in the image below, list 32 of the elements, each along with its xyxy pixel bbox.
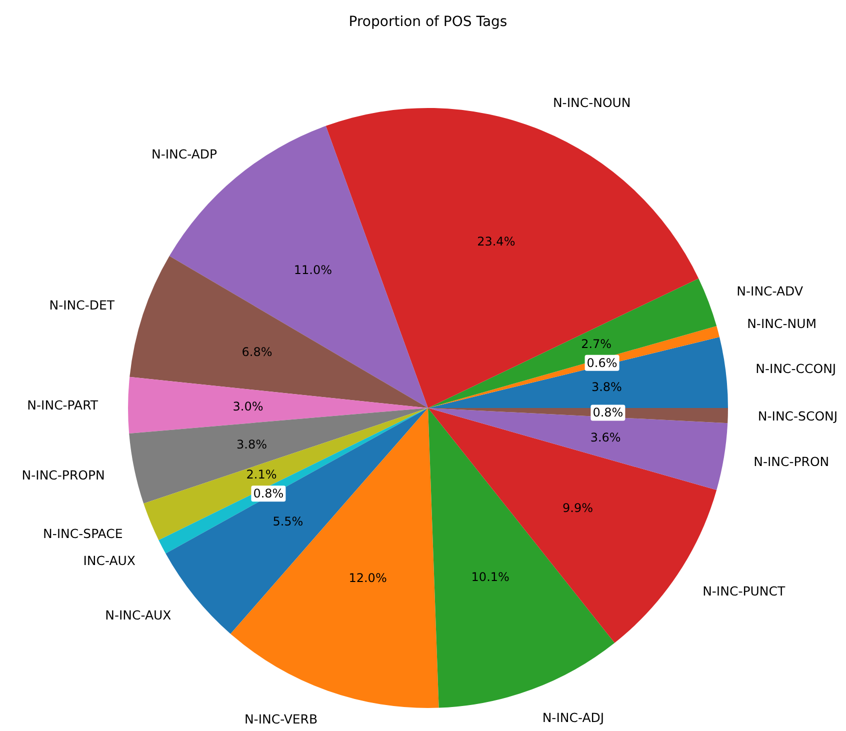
- data-label: 6.8%: [242, 344, 272, 359]
- slice-label: N-INC-NUM: [747, 316, 817, 332]
- data-label: 3.8%: [591, 380, 622, 394]
- data-label: 9.9%: [562, 501, 594, 516]
- slice-label: INC-AUX: [83, 553, 136, 568]
- data-label: 3.6%: [590, 430, 621, 445]
- data-label: 5.5%: [272, 514, 304, 528]
- slice-label: N-INC-VERB: [244, 711, 318, 726]
- data-label: 3.8%: [236, 438, 267, 452]
- pie-slice: [428, 408, 728, 490]
- data-label: 23.4%: [477, 234, 516, 249]
- data-label: 12.0%: [348, 570, 387, 585]
- slice-label: N-INC-NOUN: [552, 94, 631, 110]
- slice-label: N-INC-PUNCT: [702, 583, 786, 598]
- slice-label: N-INC-PROPN: [22, 467, 105, 482]
- slice-label: N-INC-CCONJ: [756, 361, 836, 376]
- chart-title: Proportion of POS Tags: [348, 14, 508, 30]
- slice-label: N-INC-ADJ: [542, 710, 604, 725]
- slice-label: N-INC-SCONJ: [758, 408, 838, 424]
- data-label: 2.1%: [246, 468, 277, 482]
- slice-label: N-INC-PRON: [754, 454, 830, 470]
- slice-label: N-INC-ADP: [151, 146, 218, 162]
- slice-label: N-INC-DET: [49, 297, 115, 312]
- data-label: 2.7%: [581, 336, 612, 351]
- data-label: 11.0%: [294, 262, 332, 277]
- data-label: 3.0%: [232, 400, 264, 414]
- pie-slice: [128, 376, 428, 434]
- slice-label: N-INC-SPACE: [42, 526, 123, 541]
- slice-label: N-INC-AUX: [105, 608, 172, 623]
- slice-label: N-INC-ADV: [736, 284, 804, 299]
- data-label: 10.1%: [471, 570, 510, 584]
- slice-label: N-INC-PART: [27, 397, 98, 412]
